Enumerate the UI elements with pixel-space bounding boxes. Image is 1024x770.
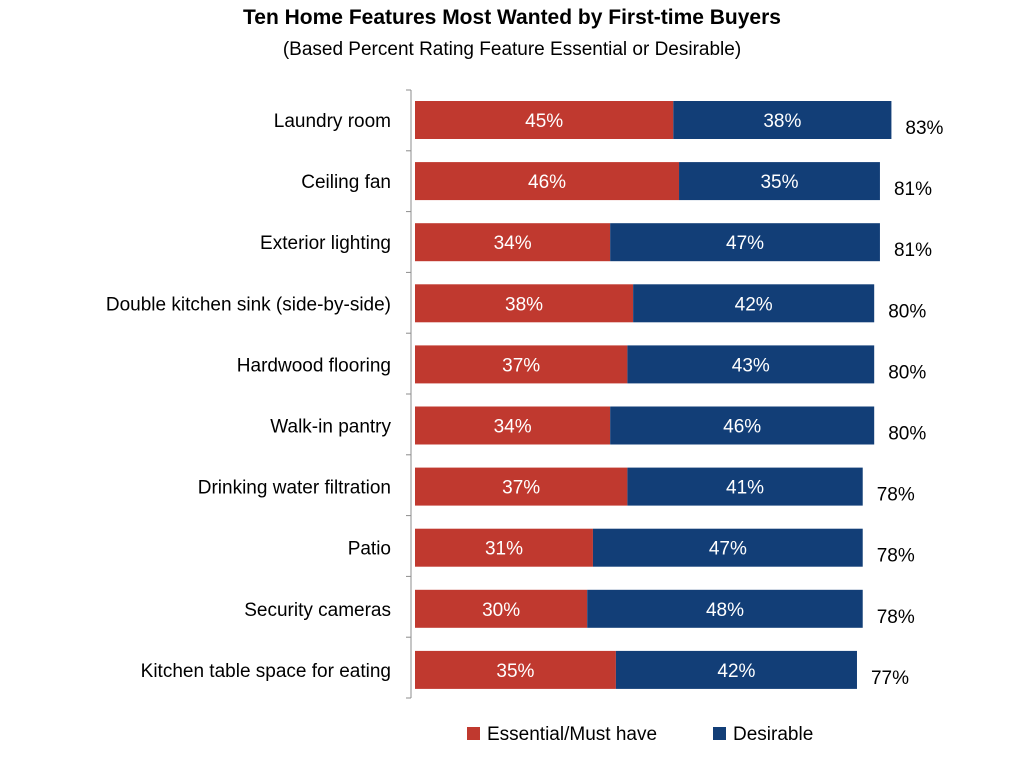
category-label: Patio bbox=[348, 539, 391, 560]
bar-segment-essential bbox=[415, 650, 616, 689]
legend-swatch-essential bbox=[467, 727, 480, 740]
data-label-desirable: 38% bbox=[763, 111, 801, 132]
data-label-essential: 34% bbox=[494, 417, 532, 438]
bar-segment-essential bbox=[415, 101, 674, 139]
data-label-essential: 38% bbox=[505, 294, 543, 315]
bar-segment-desirable bbox=[610, 223, 880, 262]
bar-segment-desirable bbox=[610, 406, 875, 445]
category-label: Hardwood flooring bbox=[237, 355, 391, 376]
total-label: 77% bbox=[871, 668, 909, 689]
data-label-desirable: 42% bbox=[717, 661, 755, 682]
data-label-essential: 34% bbox=[494, 233, 532, 254]
category-label: Exterior lighting bbox=[260, 233, 391, 254]
total-label: 81% bbox=[894, 240, 932, 261]
total-label: 81% bbox=[894, 179, 932, 200]
data-label-essential: 30% bbox=[482, 600, 520, 621]
category-label: Security cameras bbox=[244, 600, 391, 621]
bar-segment-essential bbox=[415, 223, 611, 262]
chart-title: Ten Home Features Most Wanted by First-t… bbox=[243, 6, 781, 29]
bar-segment-essential bbox=[415, 345, 628, 384]
bar-segment-essential bbox=[415, 589, 588, 628]
total-label: 80% bbox=[888, 362, 926, 383]
data-label-essential: 35% bbox=[496, 661, 534, 682]
data-label-desirable: 46% bbox=[723, 417, 761, 438]
bar-segment-essential bbox=[415, 284, 634, 323]
bar-segment-desirable bbox=[627, 467, 863, 506]
data-label-desirable: 47% bbox=[709, 539, 747, 560]
data-label-essential: 31% bbox=[485, 539, 523, 560]
bar-segment-desirable bbox=[633, 284, 875, 323]
chart-subtitle: (Based Percent Rating Feature Essential … bbox=[282, 39, 742, 60]
chart-legend: Essential/Must have Desirable bbox=[467, 724, 813, 745]
legend-swatch-desirable bbox=[713, 727, 726, 740]
bar-segment-desirable bbox=[615, 650, 857, 689]
data-label-desirable: 35% bbox=[760, 172, 798, 193]
category-label: Double kitchen sink (side-by-side) bbox=[106, 294, 391, 315]
data-label-desirable: 43% bbox=[732, 355, 770, 376]
bar-segment-desirable bbox=[587, 589, 863, 628]
total-label: 78% bbox=[877, 546, 915, 567]
category-label: Kitchen table space for eating bbox=[141, 661, 391, 682]
legend-label-desirable: Desirable bbox=[733, 724, 813, 745]
total-label: 83% bbox=[905, 118, 943, 139]
bar-segment-desirable bbox=[627, 345, 875, 384]
total-label: 80% bbox=[888, 301, 926, 322]
total-label: 78% bbox=[877, 607, 915, 628]
data-label-desirable: 47% bbox=[726, 233, 764, 254]
data-label-essential: 37% bbox=[502, 355, 540, 376]
chart-bars: Laundry room 45% 38% 83% Ceiling fan 46% 35% 81… bbox=[106, 101, 944, 689]
category-label: Walk-in pantry bbox=[270, 417, 391, 438]
bar-segment-desirable bbox=[673, 101, 892, 139]
data-label-essential: 45% bbox=[525, 111, 563, 132]
legend-label-essential: Essential/Must have bbox=[487, 724, 657, 745]
chart-axis bbox=[406, 89, 412, 699]
bar-segment-essential bbox=[415, 162, 680, 201]
bar-segment-desirable bbox=[679, 162, 880, 201]
category-label: Laundry room bbox=[274, 111, 391, 132]
bar-segment-essential bbox=[415, 467, 628, 506]
data-label-desirable: 41% bbox=[726, 478, 764, 499]
data-label-essential: 37% bbox=[502, 478, 540, 499]
category-label: Ceiling fan bbox=[301, 172, 391, 193]
data-label-desirable: 42% bbox=[735, 294, 773, 315]
bar-segment-desirable bbox=[592, 528, 863, 567]
data-label-essential: 46% bbox=[528, 172, 566, 193]
bar-segment-essential bbox=[415, 528, 593, 567]
bar-segment-essential bbox=[415, 406, 611, 445]
category-label: Drinking water filtration bbox=[198, 478, 391, 499]
total-label: 80% bbox=[888, 424, 926, 445]
total-label: 78% bbox=[877, 485, 915, 506]
data-label-desirable: 48% bbox=[706, 600, 744, 621]
